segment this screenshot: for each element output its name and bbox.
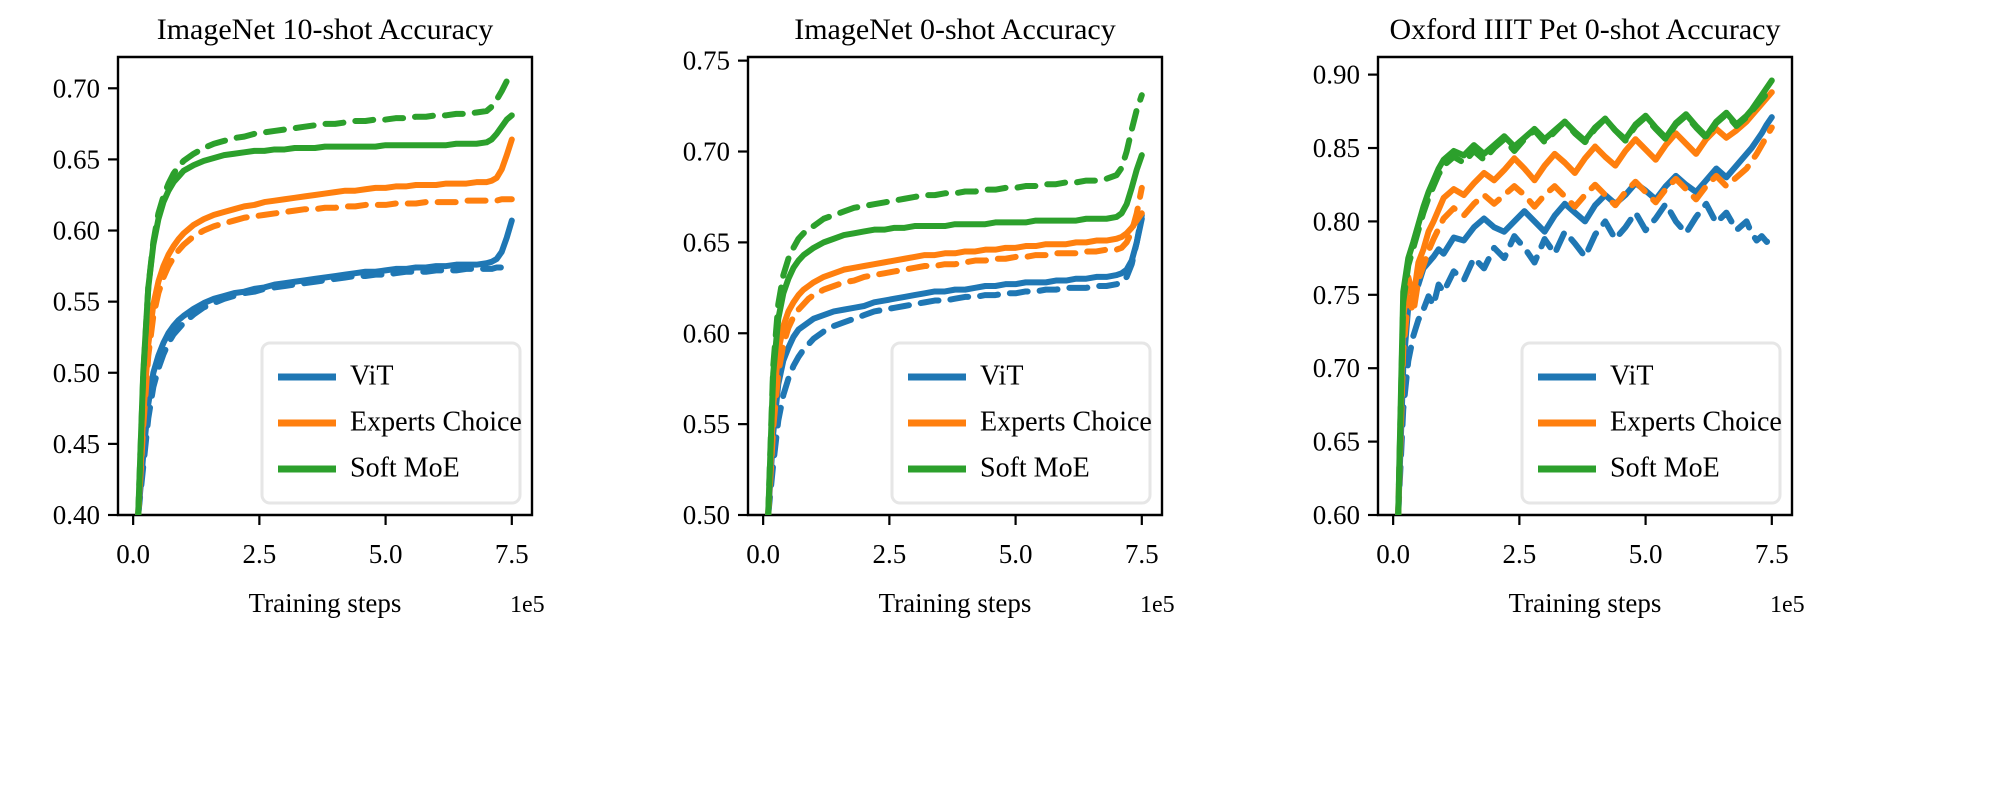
series-line-soft-moe-dashed	[1395, 86, 1775, 515]
series-line-soft-moe-solid	[765, 152, 1145, 515]
series-line-soft-moe-solid	[135, 112, 515, 515]
x-tick-label: 2.5	[242, 539, 276, 569]
y-tick-label: 0.50	[683, 500, 730, 530]
legend-label-vit[interactable]: ViT	[350, 360, 393, 391]
y-tick-label: 0.85	[1313, 133, 1360, 163]
y-tick-label: 0.75	[1313, 280, 1360, 310]
y-tick-label: 0.70	[1313, 353, 1360, 383]
legend-label-experts-choice[interactable]: Experts Choice	[980, 406, 1152, 437]
legend-label-vit[interactable]: ViT	[1610, 360, 1653, 391]
legend-label-soft-moe[interactable]: Soft MoE	[980, 452, 1090, 483]
y-tick-label: 0.65	[53, 144, 100, 174]
legend-label-soft-moe[interactable]: Soft MoE	[1610, 452, 1720, 483]
legend-label-vit[interactable]: ViT	[980, 360, 1023, 391]
y-tick-label: 0.70	[683, 137, 730, 167]
x-tick-label: 0.0	[1376, 539, 1410, 569]
series-line-experts-choice-solid	[765, 210, 1145, 515]
y-tick-label: 0.55	[53, 287, 100, 317]
y-tick-label: 0.55	[683, 409, 730, 439]
x-axis-label: Training steps	[1509, 588, 1662, 618]
x-tick-label: 7.5	[1755, 539, 1789, 569]
y-tick-label: 0.90	[1313, 60, 1360, 90]
y-tick-label: 0.75	[683, 46, 730, 76]
series-line-experts-choice-dashed	[765, 184, 1145, 515]
y-tick-label: 0.60	[53, 216, 100, 246]
y-tick-label: 0.80	[1313, 206, 1360, 236]
series-line-vit-solid	[765, 215, 1145, 515]
x-tick-label: 0.0	[746, 539, 780, 569]
x-tick-label: 2.5	[1502, 539, 1536, 569]
y-tick-label: 0.70	[53, 73, 100, 103]
chart-title: ImageNet 0-shot Accuracy	[794, 13, 1116, 46]
legend-box	[890, 341, 1152, 505]
y-tick-label: 0.45	[53, 429, 100, 459]
series-line-experts-choice-solid	[1395, 89, 1775, 515]
series-line-vit-solid	[1395, 114, 1775, 515]
chart-title: ImageNet 10-shot Accuracy	[157, 13, 494, 46]
x-tick-label: 7.5	[1125, 539, 1159, 569]
series-line-experts-choice-dashed	[1395, 124, 1775, 515]
legend-label-soft-moe[interactable]: Soft MoE	[350, 452, 460, 483]
y-tick-label: 0.65	[1313, 427, 1360, 457]
x-axis-offset-text: 1e5	[1770, 592, 1805, 618]
legend-label-experts-choice[interactable]: Experts Choice	[350, 406, 522, 437]
series-line-experts-choice-solid	[135, 136, 515, 515]
legend-label-experts-choice[interactable]: Experts Choice	[1610, 406, 1782, 437]
axes-frame	[116, 55, 534, 517]
series-line-soft-moe-dashed	[765, 92, 1145, 515]
series-line-vit-dashed	[1395, 200, 1775, 515]
y-tick-label: 0.50	[53, 358, 100, 388]
x-tick-label: 0.0	[116, 539, 150, 569]
x-tick-label: 5.0	[369, 539, 403, 569]
y-tick-label: 0.65	[683, 227, 730, 257]
legend-box	[1520, 341, 1782, 505]
series-line-soft-moe-dashed	[135, 71, 515, 515]
y-tick-label: 0.60	[1313, 500, 1360, 530]
series-line-vit-dashed	[135, 263, 515, 515]
x-tick-label: 7.5	[495, 539, 529, 569]
x-tick-label: 5.0	[1629, 539, 1663, 569]
axes-frame	[1376, 55, 1794, 517]
x-axis-offset-text: 1e5	[510, 592, 545, 618]
x-axis-offset-text: 1e5	[1140, 592, 1175, 618]
axes-frame	[746, 55, 1164, 517]
x-tick-label: 5.0	[999, 539, 1033, 569]
x-axis-label: Training steps	[249, 588, 402, 618]
x-axis-label: Training steps	[879, 588, 1032, 618]
y-tick-label: 0.40	[53, 500, 100, 530]
chart-title: Oxford IIIT Pet 0-shot Accuracy	[1390, 13, 1781, 46]
x-tick-label: 2.5	[872, 539, 906, 569]
legend-box	[260, 341, 522, 505]
y-tick-label: 0.60	[683, 318, 730, 348]
